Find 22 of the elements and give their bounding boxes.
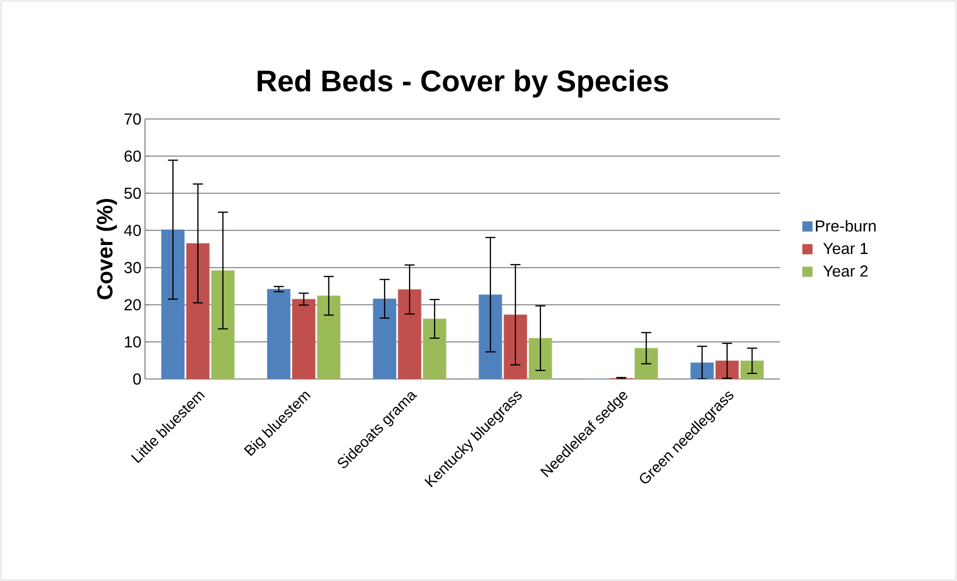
y-tick-label: 0 [133, 373, 141, 385]
y-tick-label: 20 [124, 299, 141, 310]
bar [317, 296, 340, 379]
y-tick-label: 70 [124, 113, 141, 125]
y-tick-label: 60 [124, 150, 141, 162]
bar [634, 348, 658, 379]
legend-label: Year 2 [823, 265, 868, 277]
chart-title: Red Beds - Cover by Species [258, 70, 668, 98]
y-tick-label: 40 [124, 224, 141, 236]
bar [292, 298, 316, 379]
bar [267, 288, 290, 379]
bar [372, 298, 396, 379]
y-tick-label: 10 [124, 336, 141, 348]
y-axis-title: Cover (%) [96, 198, 117, 300]
bar [161, 229, 185, 379]
bar [422, 318, 446, 379]
y-tick-label: 30 [124, 262, 141, 274]
bar [398, 289, 422, 379]
bar [186, 243, 210, 379]
y-tick-label: 50 [124, 188, 141, 199]
legend-label: Pre-burn [816, 220, 876, 232]
legend-label: Year 1 [823, 242, 868, 254]
